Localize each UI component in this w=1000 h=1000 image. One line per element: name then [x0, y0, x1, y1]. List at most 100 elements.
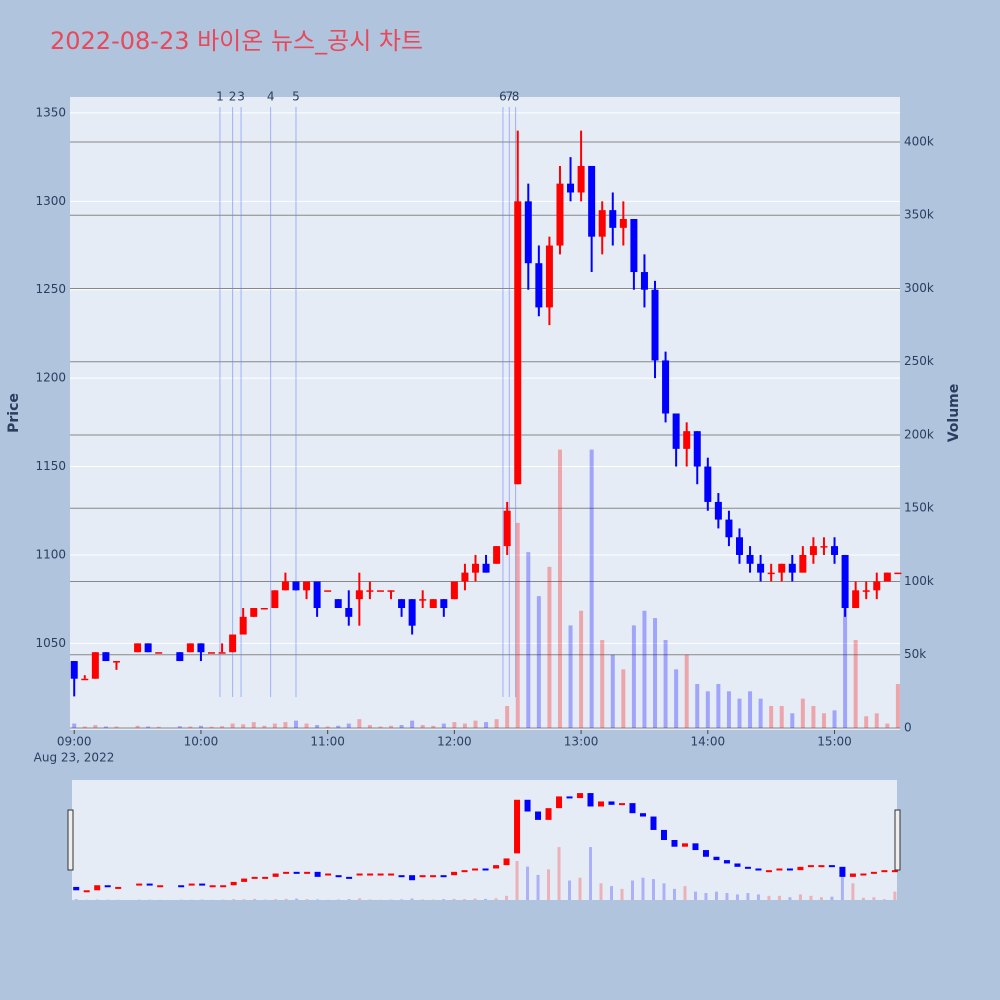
candle-body — [112, 661, 120, 663]
candle-body — [345, 607, 353, 617]
slider-candle — [230, 881, 237, 886]
slider-volume-bar — [557, 847, 561, 900]
slider-candle — [545, 808, 552, 820]
volume-bar — [864, 716, 869, 728]
slider-volume-bar — [95, 899, 99, 900]
candle-body — [883, 572, 891, 582]
slider-volume-bar — [515, 860, 519, 900]
slider-volume-bar — [284, 898, 288, 900]
volume-bar — [188, 726, 193, 728]
candle-body — [376, 590, 384, 592]
candle-body — [239, 616, 247, 635]
slider-candle — [671, 840, 678, 847]
slider-volume-bar — [610, 886, 614, 900]
volume-bar — [293, 720, 298, 728]
candle-body — [91, 652, 99, 679]
volume-bar — [853, 640, 858, 728]
y2-tick-label: 100k — [904, 574, 934, 588]
candle-body — [229, 634, 237, 653]
volume-bar — [716, 684, 721, 728]
news-label: 5 — [292, 90, 300, 104]
candle-body — [873, 581, 881, 591]
volume-bar — [674, 669, 679, 728]
slider-candle — [776, 868, 783, 871]
slider-volume-bar — [693, 891, 697, 900]
candle-body — [894, 572, 902, 575]
slider-volume-bar — [368, 899, 372, 900]
volume-bar — [325, 726, 330, 728]
volume-bar — [600, 640, 605, 728]
y2-tick-label: 150k — [904, 501, 934, 515]
slider-candle — [388, 873, 395, 876]
x-tick-label: 15:00 — [817, 735, 852, 749]
volume-bar — [146, 726, 151, 728]
slider-candle — [178, 885, 185, 888]
candle-body — [841, 554, 849, 608]
x-tick-label: 14:00 — [691, 735, 726, 749]
slider-volume-bar — [400, 899, 404, 900]
volume-bar — [695, 684, 700, 728]
candle-body — [144, 643, 152, 653]
candle-body — [598, 210, 606, 237]
y-tick-label: 1200 — [35, 371, 66, 385]
volume-bar — [420, 725, 425, 728]
slider-candle — [514, 799, 521, 854]
candle-body — [450, 581, 458, 600]
slider-candle — [839, 866, 846, 877]
slider-candle — [619, 803, 625, 806]
slider-volume-bar — [651, 879, 655, 900]
slider-volume-bar — [347, 899, 351, 900]
slider-candle — [377, 873, 384, 876]
slider-candle — [262, 876, 269, 879]
candle-body — [303, 581, 311, 591]
candle-body — [831, 546, 839, 555]
candle-body — [155, 652, 163, 654]
slider-volume-bar — [568, 880, 572, 900]
slider-candle — [566, 796, 573, 799]
candle-body — [778, 563, 786, 573]
volume-bar — [367, 725, 372, 728]
range-handle[interactable] — [67, 809, 74, 871]
slider-volume-bar — [505, 895, 509, 900]
candle-body — [102, 652, 110, 662]
slider-volume-bar — [725, 893, 729, 900]
candle-body — [134, 643, 142, 653]
range-handle[interactable] — [894, 809, 901, 871]
volume-bar — [874, 713, 879, 728]
slider-candle — [797, 866, 804, 871]
volume-bar — [283, 722, 288, 728]
volume-bar — [431, 725, 436, 728]
volume-bar — [230, 723, 235, 728]
slider-candle — [272, 873, 279, 877]
slider-candle — [157, 885, 164, 888]
slider-volume-bar — [442, 899, 446, 900]
candle-body — [545, 245, 553, 308]
candle-body — [630, 219, 638, 273]
candle-body — [619, 219, 627, 228]
volume-bar — [251, 722, 256, 728]
candle-body — [208, 652, 216, 654]
volume-bar — [821, 713, 826, 728]
slider-volume-bar — [683, 886, 687, 900]
slider-volume-bar — [232, 899, 236, 900]
candle-body — [567, 183, 575, 193]
slider-candle — [409, 875, 416, 881]
y-tick-label: 1100 — [35, 547, 66, 561]
news-label: 6 — [499, 90, 507, 104]
slider-volume-bar — [589, 847, 593, 900]
slider-candle — [73, 886, 80, 891]
range-slider[interactable] — [72, 780, 897, 900]
slider-volume-bar — [662, 883, 666, 900]
volume-bar — [336, 725, 341, 728]
candle-body — [313, 581, 321, 608]
slider-volume-bar — [704, 893, 708, 900]
slider-volume-bar — [861, 897, 865, 900]
y-tick-label: 1150 — [35, 459, 66, 473]
volume-bar — [399, 725, 404, 728]
slider-candle — [818, 865, 825, 868]
y2-tick-label: 0 — [904, 720, 912, 734]
slider-volume-bar — [735, 894, 739, 900]
candle-body — [366, 590, 374, 592]
candle-body — [292, 581, 300, 591]
y-tick-label: 1350 — [35, 105, 66, 119]
